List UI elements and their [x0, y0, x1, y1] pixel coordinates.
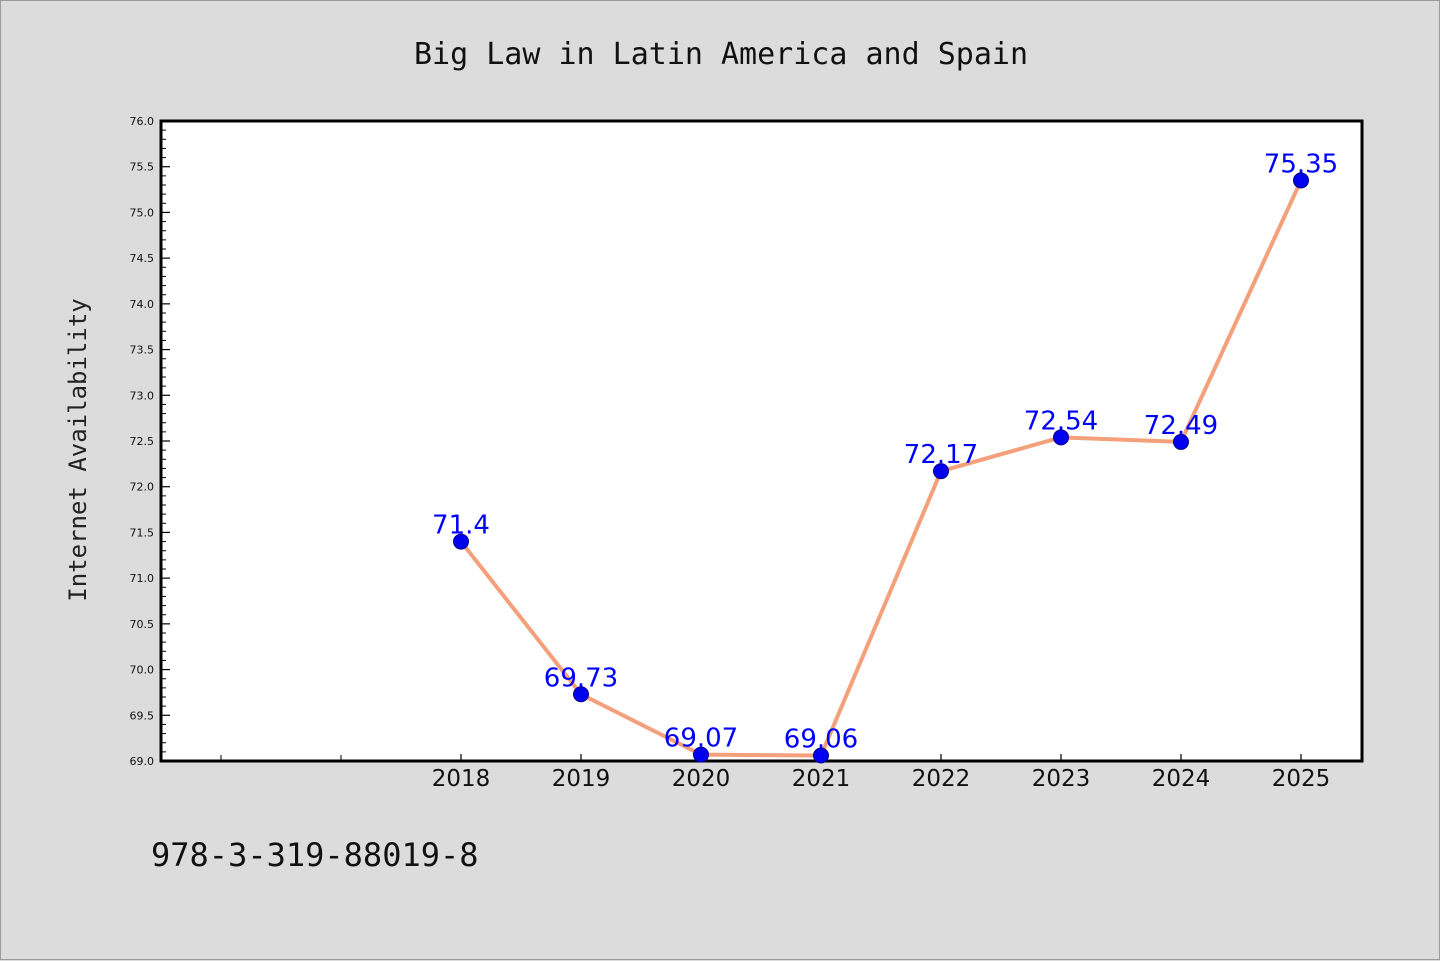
x-tick-label: 2023 [1032, 766, 1091, 792]
y-tick-label: 71.0 [130, 572, 155, 585]
x-tick-label: 2021 [792, 766, 851, 792]
series-line [459, 179, 1303, 758]
data-point [453, 533, 469, 550]
x-tick-label: 2022 [912, 766, 971, 792]
data-point [1173, 433, 1189, 450]
y-tick-label: 73.5 [130, 344, 155, 357]
y-tick-label: 73.0 [130, 389, 155, 402]
data-label: 69.07 [664, 724, 738, 754]
data-label: 75.35 [1264, 149, 1338, 179]
y-tick-label: 70.5 [130, 618, 155, 631]
data-label: 72.17 [904, 440, 978, 470]
y-tick-label: 75.0 [130, 206, 155, 219]
x-tick-label: 2024 [1152, 766, 1211, 792]
x-tick-label: 2020 [672, 766, 731, 792]
data-label: 69.73 [544, 663, 618, 693]
series-layer: 71.4 69.73 69.07 69.06 72.17 72.54 72.49 75.35 [432, 149, 1338, 764]
y-tick-label: 72.5 [130, 435, 155, 448]
y-tick-label: 71.5 [130, 526, 155, 539]
data-point [813, 747, 829, 764]
y-tick-label: 74.0 [130, 298, 155, 311]
data-label: 69.06 [784, 725, 858, 755]
data-label: 72.49 [1144, 411, 1218, 441]
y-tick-label: 75.5 [130, 161, 155, 174]
y-axis-label: Internet Availability [64, 298, 92, 601]
y-tick-label: 72.0 [130, 481, 155, 494]
data-point [1293, 172, 1309, 189]
data-point [933, 463, 949, 480]
data-point [693, 746, 709, 763]
y-axis: 69.0 69.5 70.0 70.5 71.0 71.5 72.0 72.5 73.0 73.5… [130, 115, 170, 768]
chart-title: Big Law in Latin America and Spain [414, 37, 1028, 72]
isbn-label: 978-3-319-88019-8 [151, 836, 479, 874]
y-tick-label: 69.5 [130, 709, 155, 722]
data-point [573, 686, 589, 703]
x-tick-label: 2025 [1272, 766, 1331, 792]
data-label: 72.54 [1024, 406, 1098, 436]
y-tick-label: 70.0 [130, 664, 155, 677]
y-tick-label: 76.0 [130, 115, 155, 128]
x-tick-label: 2018 [432, 766, 491, 792]
data-label: 71.4 [432, 511, 490, 541]
y-tick-label: 74.5 [130, 252, 155, 265]
x-tick-label: 2019 [552, 766, 611, 792]
y-tick-label: 69.0 [130, 755, 155, 768]
data-point [1053, 429, 1069, 446]
x-axis: 2018 2019 2020 2021 2022 2023 2024 2025 [220, 754, 1331, 792]
